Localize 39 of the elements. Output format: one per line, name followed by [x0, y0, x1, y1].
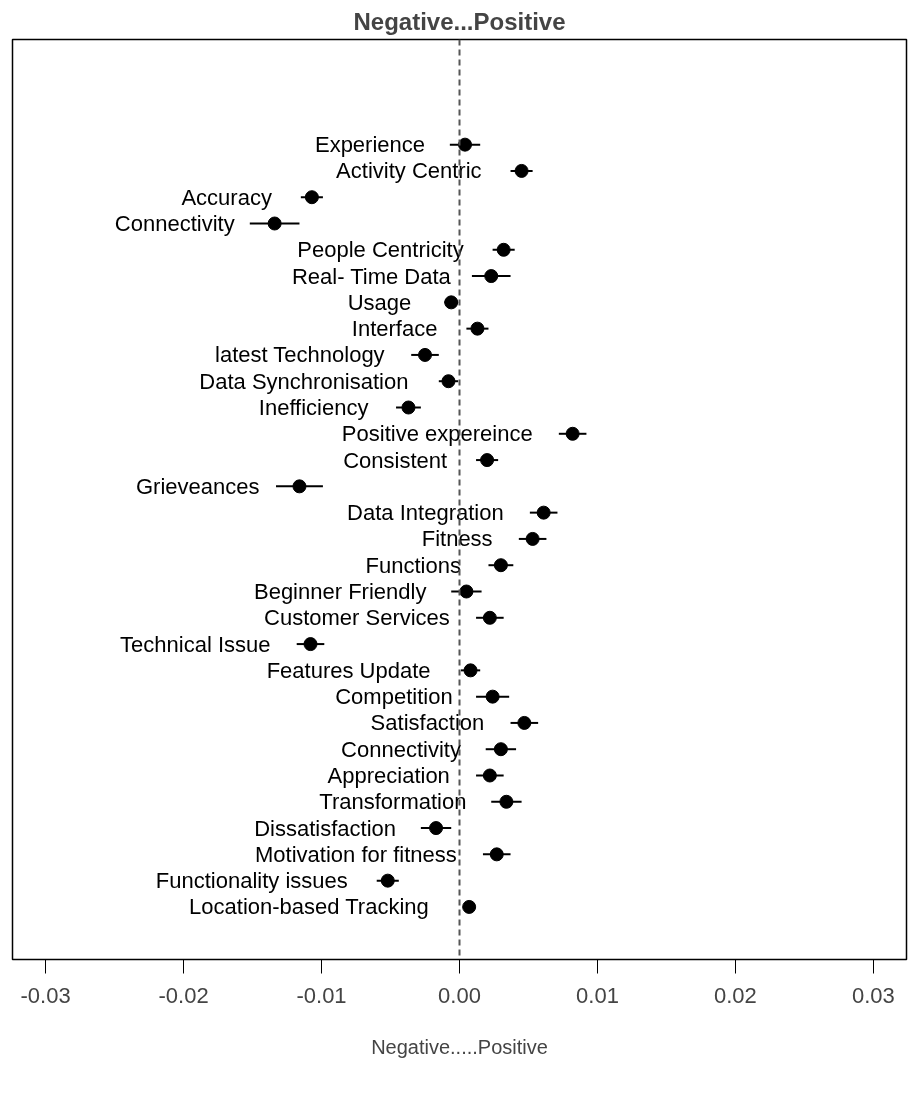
y-tick-label: Features Update: [266, 657, 431, 683]
y-tick-label: Usage: [347, 289, 412, 315]
y-tick-label: Positive expereince: [341, 421, 533, 447]
y-tick-label: Accuracy: [181, 184, 272, 210]
y-tick-label: Location-based Tracking: [189, 894, 429, 920]
y-tick-label: Dissatisfaction: [254, 815, 397, 841]
x-axis-title: Negative.....Positive: [371, 1035, 548, 1058]
y-tick-label: Motivation for fitness: [255, 841, 457, 867]
x-tick-label: 0.00: [438, 982, 481, 1008]
y-tick-label: Transformation: [319, 789, 467, 815]
y-tick-label: Appreciation: [327, 763, 450, 788]
y-tick-label: Connectivity: [341, 736, 461, 762]
y-tick-label: Functionality issues: [155, 868, 348, 894]
y-tick-label: Activity Centric: [336, 158, 482, 184]
x-tick-label: -0.01: [296, 982, 347, 1008]
x-tick-label: 0.01: [576, 982, 619, 1008]
x-tick-label: 0.02: [714, 982, 757, 1008]
y-tick-label: Data Synchronisation: [199, 368, 409, 394]
y-tick-label: Beginner Friendly: [253, 579, 427, 604]
y-tick-label: Grieveances: [135, 473, 260, 499]
y-tick-label: Experience: [314, 132, 426, 158]
y-tick-label: Technical Issue: [120, 631, 271, 657]
x-tick-label: -0.03: [20, 982, 71, 1008]
y-tick-label: Inefficiency: [258, 395, 369, 420]
y-tick-label: Data Integration: [347, 500, 504, 526]
y-tick-label: Satisfaction: [370, 710, 485, 736]
y-tick-label: People Centricity: [297, 237, 464, 263]
y-tick-label: Functions: [365, 552, 461, 578]
y-tick-label: Connectivity: [114, 211, 235, 236]
x-tick-label: 0.03: [851, 982, 895, 1008]
y-tick-label: Customer Services: [264, 605, 450, 631]
y-tick-label: Real- Time Data: [291, 263, 452, 289]
chart-title: Negative...Positive: [353, 7, 566, 35]
y-tick-label: Fitness: [421, 526, 493, 552]
y-tick-label: Interface: [351, 316, 438, 342]
x-tick-label: -0.02: [158, 982, 209, 1008]
y-tick-label: latest Technology: [215, 342, 385, 368]
y-tick-label: Consistent: [343, 447, 448, 473]
y-tick-label: Competition: [335, 684, 453, 710]
